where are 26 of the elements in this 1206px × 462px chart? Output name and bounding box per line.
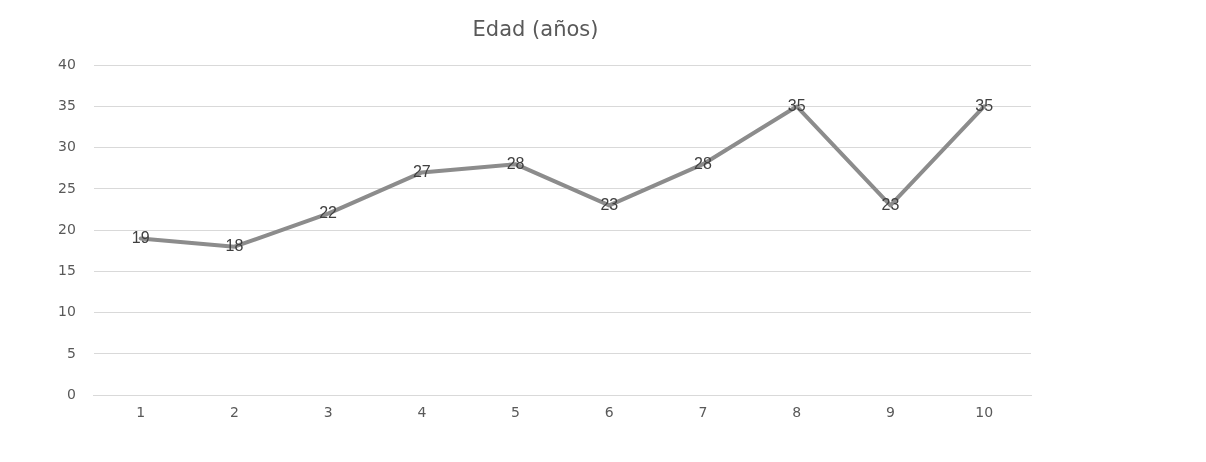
y-tick-label: 25 bbox=[57, 179, 76, 196]
x-tick-label: 5 bbox=[511, 404, 521, 421]
x-tick-label: 7 bbox=[698, 404, 708, 421]
x-tick-label: 2 bbox=[229, 404, 239, 421]
x-tick-label: 6 bbox=[604, 404, 614, 421]
data-label: 23 bbox=[600, 195, 619, 213]
y-tick-label: 40 bbox=[57, 55, 76, 72]
y-tick-label: 15 bbox=[57, 262, 76, 279]
y-tick-label: 30 bbox=[57, 138, 76, 155]
y-tick-label: 10 bbox=[57, 303, 76, 320]
data-label: 28 bbox=[506, 154, 525, 172]
y-tick-label: 35 bbox=[57, 97, 76, 114]
x-tick-label: 3 bbox=[323, 404, 333, 421]
x-tick-label: 10 bbox=[975, 404, 994, 421]
chart-title: Edad (años) bbox=[472, 17, 599, 42]
y-tick-label: 20 bbox=[57, 220, 76, 237]
data-label: 18 bbox=[225, 237, 244, 255]
x-tick-label: 8 bbox=[792, 404, 802, 421]
y-tick-label: 0 bbox=[66, 385, 76, 402]
data-label: 35 bbox=[975, 96, 994, 114]
x-tick-label: 4 bbox=[417, 404, 427, 421]
data-label: 22 bbox=[319, 204, 338, 222]
x-tick-label: 1 bbox=[136, 404, 146, 421]
x-tick-label: 9 bbox=[885, 404, 895, 421]
data-label: 27 bbox=[412, 162, 431, 180]
y-tick-label: 5 bbox=[66, 344, 76, 361]
